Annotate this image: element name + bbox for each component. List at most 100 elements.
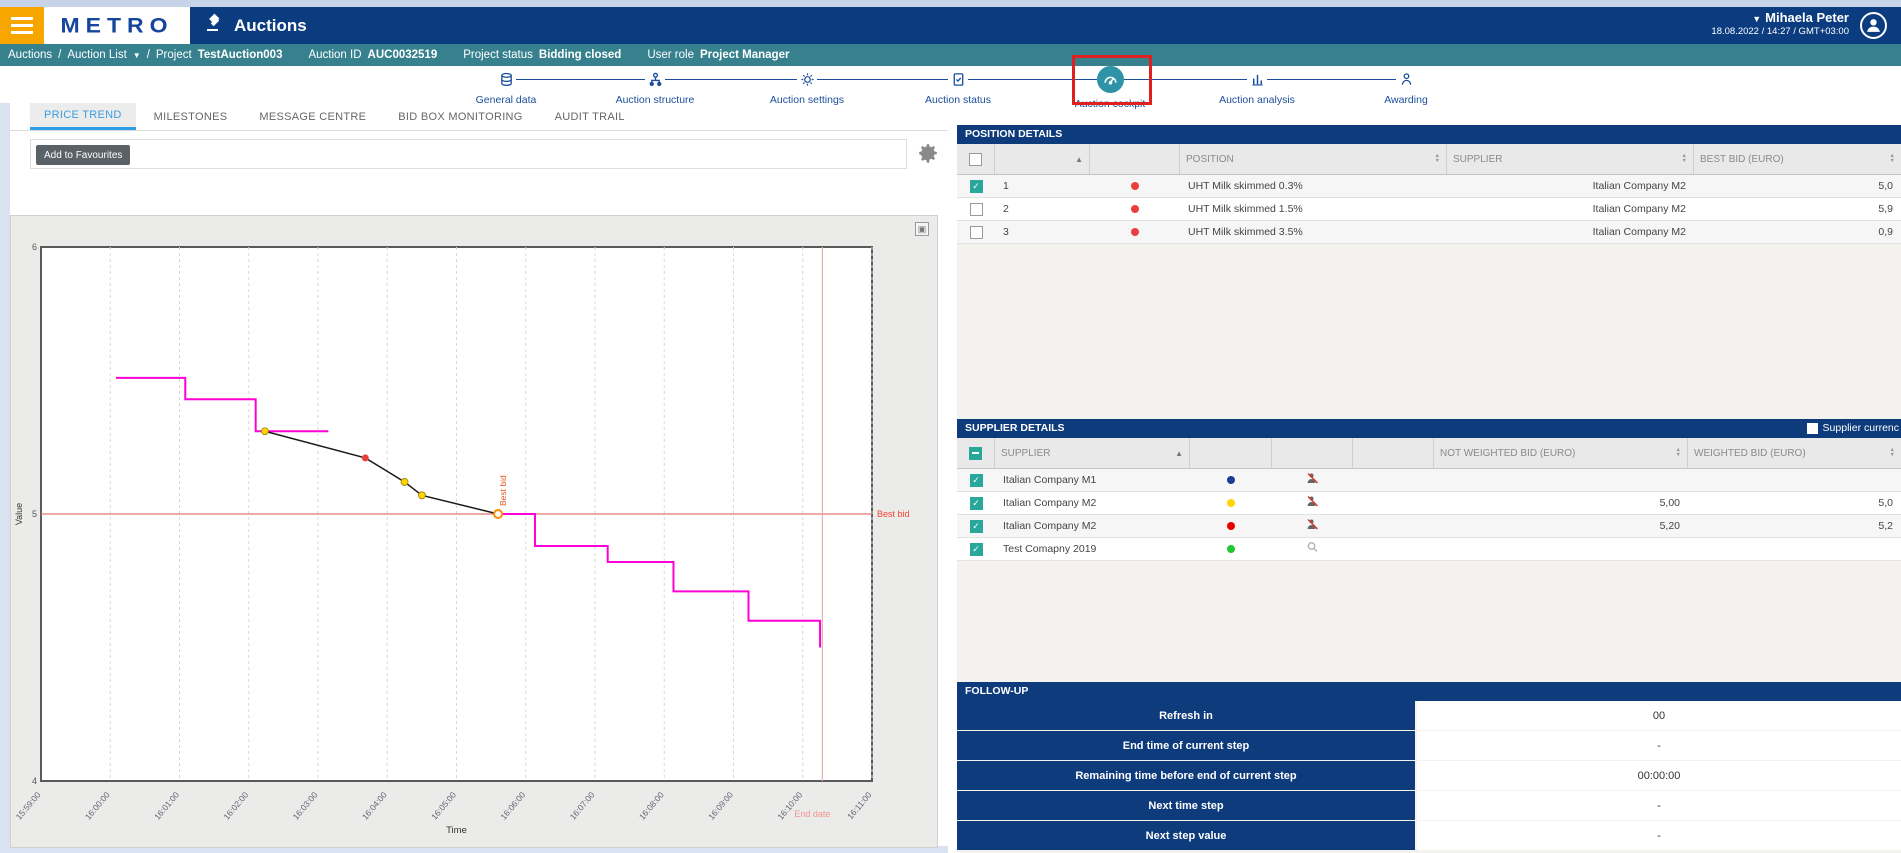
breadcrumb-separator: / — [58, 49, 62, 61]
supplier-details-header: SUPPLIER ▲ NOT WEIGHTED BID (EURO) ▲ ▼ WEIG… — [957, 438, 1901, 469]
breadcrumb-auctions-link[interactable]: Auctions — [8, 49, 53, 61]
sitemap-icon — [645, 69, 665, 89]
supplier-details-title-bar: SUPPLIER DETAILS Supplier currenc — [957, 419, 1901, 438]
sort-icon[interactable]: ▲ ▼ — [1434, 153, 1440, 164]
step-awarding[interactable]: Awarding — [1331, 66, 1481, 106]
position-best-bid: 5,0 — [1878, 180, 1893, 192]
svg-text:16:05:00: 16:05:00 — [429, 790, 458, 822]
project-status-label: Project status — [463, 49, 533, 61]
tab-milestones[interactable]: MILESTONES — [153, 110, 228, 123]
position-row[interactable]: 2 UHT Milk skimmed 1.5% Italian Company M2… — [957, 198, 1901, 221]
position-row[interactable]: 3 UHT Milk skimmed 3.5% Italian Company M2… — [957, 221, 1901, 244]
row-checkbox[interactable] — [969, 202, 983, 216]
column-header-position[interactable]: POSITION ▲ ▼ — [1180, 144, 1447, 174]
user-role-value: Project Manager — [699, 49, 790, 61]
supplier-not-weighted-bid: 5,00 — [1659, 497, 1680, 509]
database-icon — [496, 69, 516, 89]
tab-price-trend[interactable]: PRICE TREND — [30, 103, 136, 130]
step-auction-structure[interactable]: Auction structure — [580, 66, 730, 106]
status-dot-icon — [1227, 522, 1235, 530]
supplier-currency-toggle[interactable]: Supplier currenc — [1806, 419, 1899, 438]
add-to-favourites-button[interactable]: Add to Favourites — [36, 145, 131, 165]
svg-text:Best bid: Best bid — [877, 509, 910, 519]
row-checkbox[interactable]: ✓ — [969, 473, 983, 487]
row-checkbox[interactable]: ✓ — [969, 179, 983, 193]
supplier-not-weighted-bid: 5,20 — [1659, 520, 1680, 532]
user-name: Mihaela Peter — [1765, 10, 1849, 25]
gauge-icon — [1096, 66, 1124, 93]
chevron-down-icon[interactable]: ▼ — [132, 50, 141, 60]
hamburger-menu-icon[interactable] — [0, 7, 44, 44]
bar-chart-icon — [1247, 69, 1267, 89]
bid-muted-icon — [1306, 472, 1319, 488]
chart-settings-gear-icon[interactable] — [912, 138, 944, 170]
left-gutter — [0, 103, 10, 853]
row-checkbox[interactable]: ✓ — [969, 542, 983, 556]
supplier-row[interactable]: ✓ Italian Company M1 — [957, 469, 1901, 492]
position-row[interactable]: ✓ 1 UHT Milk skimmed 0.3% Italian Company M… — [957, 175, 1901, 198]
user-datetime: 18.08.2022 / 14:27 / GMT+03:00 — [1711, 26, 1849, 37]
svg-text:16:06:00: 16:06:00 — [498, 790, 527, 822]
supplier-row[interactable]: ✓ Italian Company M2 5,00 5,0 — [957, 492, 1901, 515]
row-checkbox[interactable]: ✓ — [969, 496, 983, 510]
column-header-best-bid[interactable]: BEST BID (EURO) ▲ ▼ — [1700, 153, 1895, 165]
step-label: Auction settings — [769, 93, 845, 106]
supplier-weighted-bid — [1688, 538, 1901, 560]
supplier-name: Italian Company M2 — [1003, 520, 1097, 532]
status-dot-icon — [1131, 182, 1139, 190]
user-menu[interactable]: ▼ Mihaela Peter 18.08.2022 / 14:27 / GMT+… — [1711, 10, 1849, 37]
metro-logo[interactable]: METRO — [44, 7, 190, 44]
auction-id-value: AUC0032519 — [367, 49, 438, 61]
column-header-supplier[interactable]: SUPPLIER ▲ — [995, 438, 1190, 468]
follow-up-value: - — [1417, 821, 1901, 850]
row-checkbox[interactable] — [969, 225, 983, 239]
row-checkbox[interactable]: ✓ — [969, 519, 983, 533]
supplier-row[interactable]: ✓ Italian Company M2 5,20 5,2 — [957, 515, 1901, 538]
svg-text:Best bid: Best bid — [498, 475, 508, 506]
position-best-bid: 0,9 — [1878, 226, 1893, 238]
auction-id-label: Auction ID — [308, 49, 362, 61]
project-value: TestAuction003 — [197, 49, 283, 61]
position-best-bid: 5,9 — [1878, 203, 1893, 215]
select-all-checkbox[interactable] — [969, 446, 982, 460]
bid-muted-icon — [1306, 518, 1319, 534]
metro-logo-text: METRO — [60, 13, 174, 37]
svg-text:16:02:00: 16:02:00 — [221, 790, 250, 822]
svg-text:16:07:00: 16:07:00 — [568, 790, 597, 822]
bottom-gutter — [0, 846, 948, 853]
checkbox-icon[interactable] — [1806, 423, 1818, 434]
tab-message-centre[interactable]: MESSAGE CENTRE — [259, 110, 367, 123]
svg-text:16:09:00: 16:09:00 — [706, 790, 735, 822]
status-dot-icon — [1131, 228, 1139, 236]
supplier-currency-label: Supplier currenc — [1822, 422, 1899, 434]
position-name: UHT Milk skimmed 0.3% — [1188, 180, 1303, 192]
tab-bid-box-monitoring[interactable]: BID BOX MONITORING — [398, 110, 523, 123]
supplier-weighted-bid: 5,2 — [1878, 520, 1893, 532]
sort-icon[interactable]: ▲ ▼ — [1675, 447, 1681, 458]
supplier-row[interactable]: ✓ Test Comapny 2019 — [957, 538, 1901, 561]
sort-icon[interactable]: ▲ ▼ — [1681, 153, 1687, 164]
breadcrumb-separator: / — [146, 49, 150, 61]
sort-asc-icon[interactable]: ▲ — [1175, 448, 1183, 458]
avatar-icon[interactable] — [1860, 12, 1887, 39]
step-auction-status[interactable]: Auction status — [883, 66, 1033, 106]
position-details-body: ✓ 1 UHT Milk skimmed 0.3% Italian Company M… — [957, 175, 1901, 244]
tab-audit-trail[interactable]: AUDIT TRAIL — [554, 110, 625, 123]
step-general-data[interactable]: General data — [431, 66, 581, 106]
column-header-weighted-bid[interactable]: WEIGHTED BID (EURO) ▲ ▼ — [1694, 447, 1895, 459]
step-auction-settings[interactable]: Auction settings — [732, 66, 882, 106]
sort-asc-icon[interactable]: ▲ — [1075, 154, 1083, 164]
collapse-chart-icon[interactable]: ▣ — [915, 222, 929, 236]
column-header-not-weighted-bid[interactable]: NOT WEIGHTED BID (EURO) ▲ ▼ — [1434, 438, 1688, 468]
step-auction-analysis[interactable]: Auction analysis — [1182, 66, 1332, 106]
breadcrumb-auction-list-link[interactable]: Auction List — [67, 49, 127, 61]
select-all-checkbox[interactable] — [969, 152, 982, 166]
sort-icon[interactable]: ▲ ▼ — [1889, 153, 1895, 164]
sort-icon[interactable]: ▲ ▼ — [1889, 447, 1895, 458]
position-supplier: Italian Company M2 — [1592, 180, 1686, 192]
page-title: Auctions — [234, 15, 307, 35]
follow-up-label: Remaining time before end of current ste… — [957, 761, 1415, 790]
svg-text:Value: Value — [14, 503, 24, 525]
wizard-stepper: General data Auction structure Auction s… — [0, 66, 1901, 110]
column-header-supplier[interactable]: SUPPLIER ▲ ▼ — [1447, 144, 1694, 174]
